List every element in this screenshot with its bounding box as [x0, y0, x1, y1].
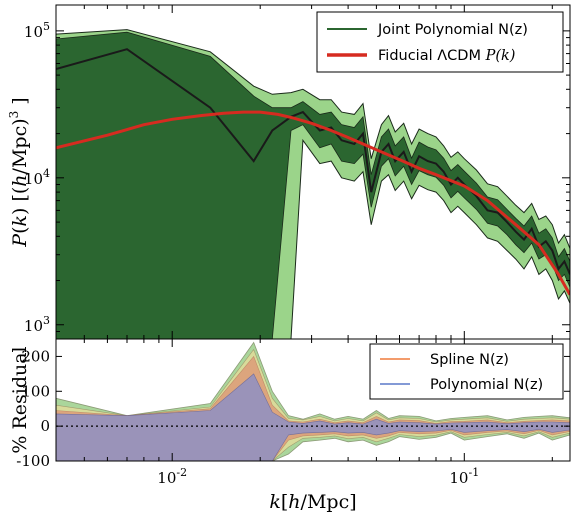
fiducial-pk-line: [56, 110, 570, 296]
bottom-legend: Spline N(z) Polynomial N(z): [369, 343, 564, 400]
residual-blue-band: [56, 373, 570, 461]
top-y-ticks: 103 104 105: [24, 20, 570, 335]
legend-label-fiducial: Fiducial ΛCDM P(k): [378, 48, 515, 64]
top-legend-box: [316, 11, 564, 73]
bottom-x-ticks: 10-2 10-1: [83, 339, 553, 487]
bottom-legend-box: [369, 343, 564, 400]
bottom-y-tick-label: 0: [40, 417, 50, 435]
legend-label-polynomial: Polynomial N(z): [430, 377, 543, 393]
power-spectrum-panel: 103 104 105 P(k) [(h/Mpc)3 ] Joint Polynom…: [7, 4, 571, 340]
bottom-x-axis-label: k[h/Mpc]: [269, 491, 356, 513]
top-y-tick-label: 105: [24, 20, 50, 41]
x-tick-label: 10-2: [157, 466, 187, 487]
bottom-y-tick-label: 100: [21, 382, 50, 400]
bottom-y-axis-label: % Residual: [9, 346, 31, 453]
joint-mean-line: [56, 48, 570, 275]
bottom-y-ticks: -100 0 100 200: [16, 347, 570, 470]
residual-panel: 10-2 10-1 -100 0 100 200 % Residual k[h/Mpc]…: [9, 338, 571, 513]
legend-label-joint: Joint Polynomial N(z): [377, 22, 528, 38]
bottom-axes-frame: [55, 338, 571, 462]
legend-label-fiducial-math: P(k): [485, 48, 516, 64]
legend-label-fiducial-text: Fiducial ΛCDM: [378, 48, 486, 64]
top-legend: Joint Polynomial N(z) Fiducial ΛCDM P(k): [316, 11, 564, 73]
bottom-y-tick-label: -100: [16, 452, 50, 470]
top-y-axis-label: P(k) [(h/Mpc)3 ]: [7, 97, 31, 247]
bottom-y-tick-label: 200: [21, 347, 50, 365]
legend-label-spline: Spline N(z): [430, 352, 509, 368]
x-tick-label: 10-1: [449, 466, 479, 487]
top-y-tick-label: 104: [24, 167, 50, 188]
top-y-tick-label: 103: [24, 314, 50, 335]
